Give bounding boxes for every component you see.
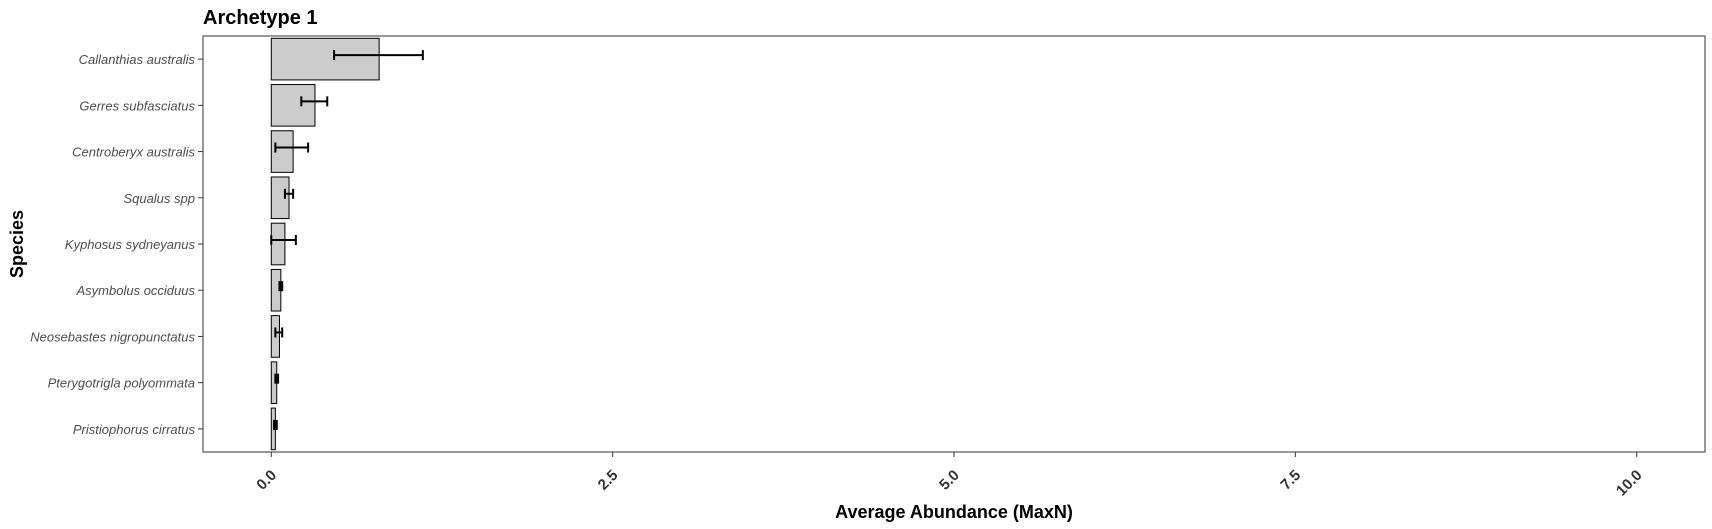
bars-group (270, 37, 424, 451)
error-bar (300, 96, 329, 107)
x-tick-label: 5.0 (936, 467, 963, 494)
error-bar (273, 419, 278, 430)
x-tick-label: 2.5 (595, 467, 622, 494)
chart-title: Archetype 1 (203, 7, 318, 29)
x-tick-label: 0.0 (253, 467, 280, 494)
bar (270, 268, 282, 312)
x-tick-label: 10.0 (1613, 467, 1646, 500)
y-tick-label: Asymbolus occiduus (76, 283, 196, 298)
x-axis-ticks: 0.0 2.5 5.0 7.5 10.0 (253, 452, 1646, 500)
y-tick-label: Gerres subfasciatus (79, 98, 195, 113)
error-bar (283, 188, 295, 199)
y-axis-title: Species (7, 210, 27, 278)
x-tick-label: 7.5 (1277, 467, 1304, 494)
y-tick-labels: Callanthias australis Gerres subfasciatus… (30, 52, 203, 437)
bar (270, 222, 286, 266)
error-bar (333, 50, 424, 61)
error-bar (274, 327, 284, 338)
error-bar (274, 142, 310, 153)
bar (270, 84, 316, 127)
error-bar (270, 235, 297, 245)
y-tick-label: Kyphosus sydneyanus (65, 237, 196, 252)
y-tick-label: Neosebastes nigropunctatus (30, 329, 195, 344)
y-tick-label: Centroberyx australis (72, 145, 195, 160)
bar (270, 176, 290, 220)
plot-panel (202, 35, 1706, 453)
error-bar (274, 373, 280, 384)
bar (270, 37, 380, 81)
y-tick-label: Pristiophorus cirratus (73, 422, 196, 437)
error-bar (278, 281, 284, 292)
y-tick-label: Squalus spp (123, 191, 195, 206)
x-axis-title: Average Abundance (MaxN) (835, 502, 1073, 522)
y-tick-label: Pterygotrigla polyommata (48, 376, 195, 391)
bar (270, 361, 278, 404)
y-tick-label: Callanthias australis (79, 52, 196, 67)
bar (270, 130, 294, 173)
